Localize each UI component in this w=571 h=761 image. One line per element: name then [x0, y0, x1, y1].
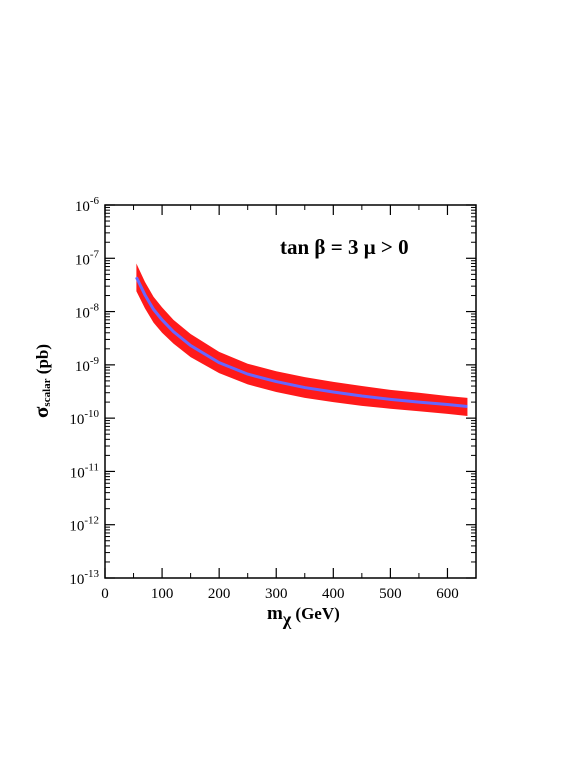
y-tick-label-base: 10	[75, 252, 90, 268]
y-tick-label-exponent: -6	[90, 195, 100, 207]
y-axis-label-unit: (pb)	[33, 344, 52, 378]
y-tick-label: 10-8	[75, 302, 100, 322]
y-tick-label-exponent: -13	[84, 568, 99, 580]
central-curve	[135, 276, 468, 409]
y-tick-label-base: 10	[75, 359, 90, 375]
y-tick-label-exponent: -10	[84, 408, 99, 420]
x-axis-label-main: m	[267, 603, 283, 624]
y-tick-label: 10-11	[70, 461, 99, 481]
y-tick-label-exponent: -11	[85, 461, 99, 473]
y-tick-label-base: 10	[75, 306, 90, 322]
x-tick-label: 400	[322, 586, 345, 602]
y-tick-label-base: 10	[69, 519, 84, 535]
y-axis-label-sub: scalar	[41, 378, 53, 406]
y-tick-label: 10-7	[75, 248, 100, 268]
uncertainty-band	[136, 263, 468, 416]
y-tick-label-base: 10	[75, 199, 90, 215]
y-tick-label-base: 10	[69, 412, 84, 428]
y-tick-label-base: 10	[70, 465, 85, 481]
plot-frame	[104, 204, 477, 579]
y-tick-label: 10-6	[75, 195, 100, 215]
y-tick-label-exponent: -8	[90, 302, 100, 314]
x-tick-label: 0	[101, 586, 109, 602]
y-axis-label: σscalar (pb)	[29, 344, 53, 418]
axis-tick-labels: 0 100 200 300 400 500 60010-1310-1210-1110-101…	[69, 195, 458, 602]
x-tick-label: 500	[379, 586, 402, 602]
y-tick-label: 10-10	[69, 408, 99, 428]
y-tick-label-base: 10	[69, 572, 84, 588]
y-tick-label-exponent: -12	[84, 515, 99, 527]
y-tick-label-exponent: -7	[90, 248, 100, 260]
y-tick-label-exponent: -9	[90, 355, 100, 367]
x-axis-label-unit: (GeV)	[291, 604, 340, 623]
x-tick-label: 300	[265, 586, 288, 602]
x-axis-label-sub: χ	[282, 609, 292, 629]
chart-annotation: tan β = 3 μ > 0	[280, 235, 409, 259]
axis-ticks	[104, 204, 476, 579]
y-axis-label-main: σ	[29, 406, 53, 418]
x-tick-label: 600	[436, 586, 459, 602]
x-tick-label: 100	[151, 586, 174, 602]
y-tick-label: 10-13	[69, 568, 99, 588]
plot-area	[135, 263, 468, 416]
y-tick-label: 10-9	[75, 355, 100, 375]
y-tick-label: 10-12	[69, 515, 99, 535]
x-tick-label: 200	[208, 586, 231, 602]
x-axis-label: mχ (GeV)	[267, 603, 340, 629]
